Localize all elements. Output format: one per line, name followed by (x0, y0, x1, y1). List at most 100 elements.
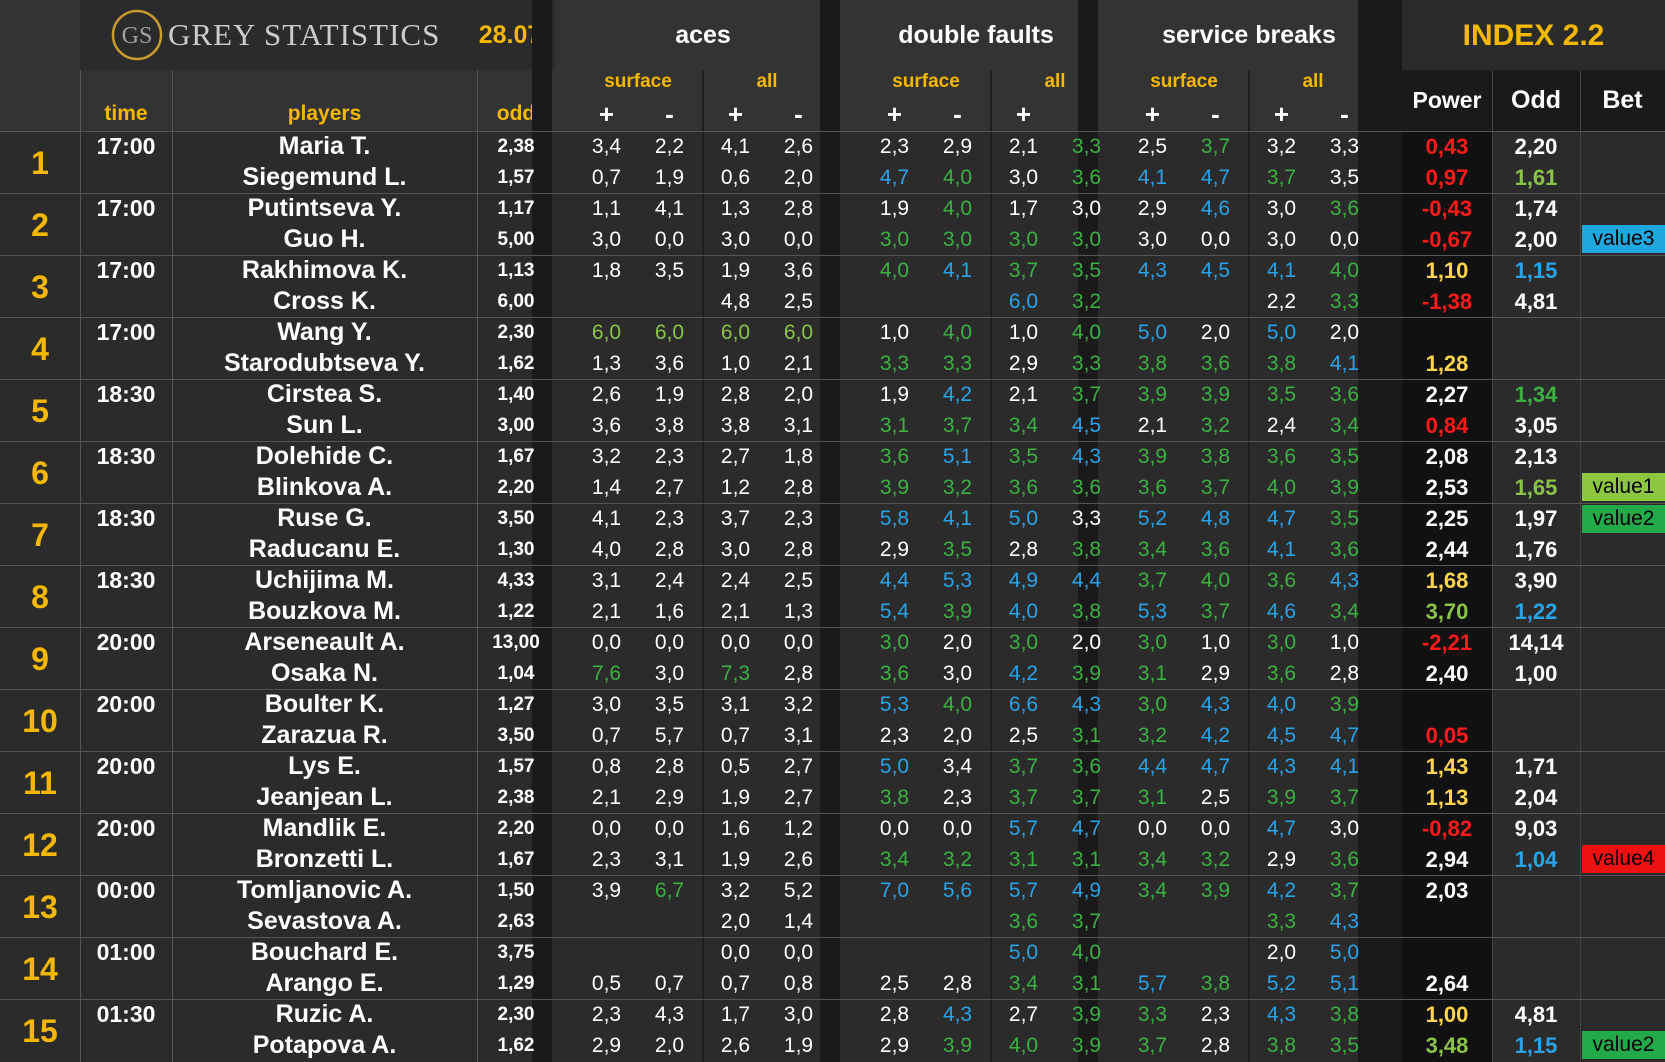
stat-value: 2,0 (1071, 630, 1102, 654)
group-separator (820, 0, 840, 1062)
stat-value: 4,1 (942, 506, 973, 530)
index-odd-2: 2,00 (1514, 226, 1558, 252)
stat-value: 0,0 (783, 940, 814, 964)
power-value-2: -1,38 (1421, 288, 1473, 314)
player-2-name: Siegemund L. (242, 163, 407, 191)
power-value-1: -0,82 (1421, 815, 1473, 841)
bet-badge: value3 (1582, 225, 1665, 253)
stat-value: 1,2 (720, 475, 751, 499)
stat-value: 3,8 (1329, 1002, 1360, 1026)
stat-value: 4,8 (1200, 506, 1231, 530)
stat-value: 5,4 (879, 599, 910, 623)
stat-value: 4,0 (1071, 320, 1102, 344)
stat-value: 6,0 (1008, 289, 1039, 313)
stat-value: 5,7 (1008, 816, 1039, 840)
stat-value: 7,0 (879, 878, 910, 902)
bet-badge: value1 (1582, 473, 1665, 501)
stat-value: 3,7 (1137, 1033, 1168, 1057)
stat-value: 6,0 (591, 320, 622, 344)
group-separator (1078, 0, 1098, 1062)
subheader-aces-all: all (756, 71, 778, 92)
stat-value: 4,3 (1266, 754, 1297, 778)
col-header-bet: Bet (1602, 86, 1643, 114)
stat-value: 4,1 (942, 258, 973, 282)
index-odd-2: 1,00 (1514, 660, 1558, 686)
stat-value: 2,9 (879, 1033, 910, 1057)
stat-value: 5,2 (783, 878, 814, 902)
stat-value: 2,4 (1266, 413, 1297, 437)
stat-value: 2,5 (879, 971, 910, 995)
stat-value: 3,9 (942, 599, 973, 623)
stat-value: 3,3 (879, 351, 910, 375)
match-time: 18:30 (96, 381, 156, 407)
col-header-power: Power (1412, 87, 1482, 113)
stat-value: 3,8 (1200, 971, 1231, 995)
stat-value: 2,0 (783, 382, 814, 406)
index-odd-1: 3,90 (1514, 567, 1558, 593)
stat-value: 2,0 (1266, 940, 1297, 964)
stat-value: 2,8 (1008, 537, 1039, 561)
stat-value: 2,4 (720, 568, 751, 592)
stat-value: 4,3 (1266, 1002, 1297, 1026)
stat-value: 3,0 (1008, 227, 1039, 251)
stat-value: 3,3 (1329, 134, 1360, 158)
match-time: 00:00 (96, 877, 156, 903)
stat-value: 3,1 (1008, 847, 1039, 871)
stat-value: 3,0 (1071, 196, 1102, 220)
stat-value: 4,1 (1266, 258, 1297, 282)
stat-value: 3,7 (1200, 134, 1231, 158)
stat-value: 6,0 (654, 320, 685, 344)
stat-value: 4,6 (1200, 196, 1231, 220)
power-value-2: 3,70 (1425, 598, 1469, 624)
player-1-name: Ruse G. (277, 504, 372, 532)
power-value-2: 0,84 (1425, 412, 1469, 438)
index-odd-1: 4,81 (1514, 1001, 1558, 1027)
brand-title: GREY STATISTICS (168, 17, 441, 52)
row-number: 8 (31, 578, 49, 615)
stat-value: 3,2 (720, 878, 751, 902)
stat-value: 3,9 (1137, 444, 1168, 468)
stat-value: 4,0 (942, 692, 973, 716)
stat-value: 3,0 (879, 630, 910, 654)
stat-value: 2,0 (942, 723, 973, 747)
stat-value: 4,6 (1266, 599, 1297, 623)
power-value-1: 1,43 (1425, 753, 1469, 779)
stat-value: 3,0 (1071, 227, 1102, 251)
row-separator (0, 999, 1665, 1000)
player-2-odd: 1,30 (497, 538, 535, 560)
stat-value: 3,2 (591, 444, 622, 468)
power-value-1: -2,21 (1421, 629, 1473, 655)
stat-value: 2,3 (783, 506, 814, 530)
stat-value (926, 937, 989, 968)
stat-value: 3,1 (1071, 847, 1102, 871)
match-time: 17:00 (96, 133, 156, 159)
stat-value: 0,7 (720, 723, 751, 747)
stat-value: 3,4 (1137, 537, 1168, 561)
player-2-name: Cross K. (273, 287, 376, 315)
stat-value: 2,8 (720, 382, 751, 406)
power-value-2: 2,40 (1425, 660, 1469, 686)
stat-value: 4,7 (1329, 723, 1360, 747)
stat-value: 5,1 (942, 444, 973, 468)
stat-value: 3,0 (942, 227, 973, 251)
match-time: 18:30 (96, 443, 156, 469)
stat-value: 2,9 (942, 134, 973, 158)
player-1-odd: 13,00 (492, 631, 540, 653)
stat-value: 2,2 (1266, 289, 1297, 313)
index-odd-1: 2,20 (1514, 133, 1558, 159)
row-number: 14 (22, 950, 58, 987)
stat-value: 5,2 (1266, 971, 1297, 995)
stat-value: 2,9 (1008, 351, 1039, 375)
stat-value: 4,0 (942, 320, 973, 344)
stat-value: 3,0 (1137, 630, 1168, 654)
stat-value: 3,0 (942, 661, 973, 685)
stat-value: 4,1 (1329, 754, 1360, 778)
stat-value: 4,5 (1266, 723, 1297, 747)
stat-value: 4,0 (1008, 599, 1039, 623)
stat-value: 3,7 (1137, 568, 1168, 592)
stat-value: 3,3 (1266, 909, 1297, 933)
stat-value: 4,1 (1266, 537, 1297, 561)
column-line (1580, 70, 1581, 1062)
stat-value: 3,0 (1008, 165, 1039, 189)
stat-value: 2,0 (783, 165, 814, 189)
